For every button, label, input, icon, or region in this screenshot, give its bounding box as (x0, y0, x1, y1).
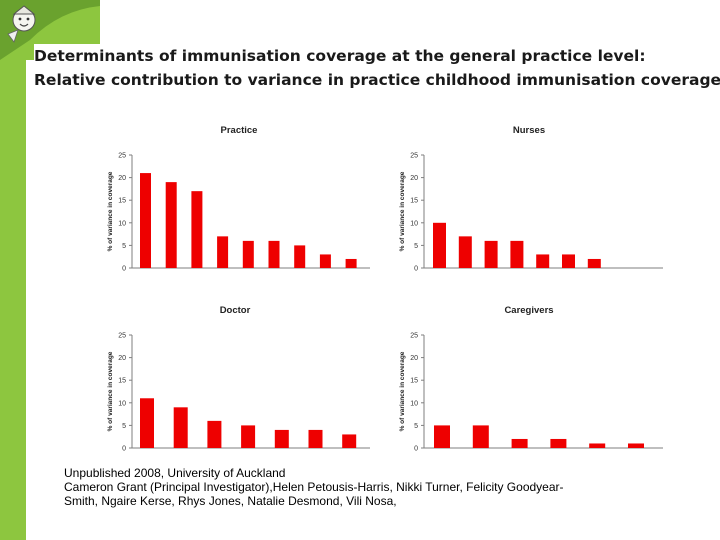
y-tick-label: 0 (122, 266, 126, 273)
y-tick-label: 15 (118, 378, 126, 385)
y-axis-label: % of variance in coverage (399, 351, 406, 431)
slide-title: Determinants of immunisation coverage at… (34, 44, 720, 106)
y-tick-label: 10 (118, 400, 126, 407)
bar (536, 254, 550, 268)
y-tick-label: 10 (410, 400, 418, 407)
chart-doctor: Doctor % of variance in coverage 0 5 10 15 20 2… (107, 305, 370, 453)
chart-title: Practice (221, 125, 258, 136)
bar (241, 425, 256, 448)
bar (207, 420, 222, 448)
bar (165, 182, 177, 268)
citation-block: Unpublished 2008, University of Auckland… (64, 466, 684, 508)
chart-title: Caregivers (504, 305, 553, 316)
bar (140, 398, 154, 448)
y-tick-label: 5 (414, 423, 418, 430)
bar (294, 245, 306, 268)
y-tick-label: 25 (410, 333, 418, 340)
bar (268, 240, 280, 268)
chart-nurses: Nurses % of variance in coverage 0 5 10 15 20 2… (399, 125, 663, 273)
y-tick-label: 0 (122, 446, 126, 453)
y-tick-label: 0 (414, 446, 418, 453)
y-tick-label: 25 (118, 333, 126, 340)
y-tick-label: 15 (118, 198, 126, 205)
y-tick-label: 5 (414, 243, 418, 250)
y-axis-label: % of variance in coverage (107, 351, 114, 431)
title-line-2: Relative contribution to variance in pra… (34, 71, 720, 89)
title-line-1: Determinants of immunisation coverage at… (34, 47, 646, 65)
citation-line-1: Unpublished 2008, University of Auckland (64, 466, 286, 480)
y-tick-label: 0 (414, 266, 418, 273)
bar (458, 236, 472, 268)
bar (434, 425, 450, 448)
y-tick-label: 10 (118, 220, 126, 227)
bar (433, 222, 446, 268)
y-tick-label: 20 (118, 355, 126, 362)
chart-caregivers: Caregivers % of variance in coverage 0 5 10 1… (399, 305, 663, 453)
bar (345, 258, 357, 268)
bar (242, 240, 254, 268)
bar (589, 443, 606, 448)
accent-sidebar (0, 0, 26, 540)
y-tick-label: 20 (118, 175, 126, 182)
chart-title: Nurses (513, 125, 545, 136)
bar (140, 173, 151, 268)
y-tick-label: 20 (410, 175, 418, 182)
y-axis-label: % of variance in coverage (399, 171, 406, 251)
bar (550, 438, 567, 448)
bar (274, 429, 289, 448)
bar (319, 254, 331, 268)
bar (628, 443, 644, 448)
chart-practice: Practice % of variance in coverage 0 5 10 15 2… (107, 125, 370, 273)
y-tick-label: 15 (410, 198, 418, 205)
bar (511, 438, 528, 448)
bar (587, 258, 601, 268)
y-tick-label: 5 (122, 243, 126, 250)
bar (308, 429, 323, 448)
bar (173, 407, 188, 448)
chart-title: Doctor (220, 305, 251, 316)
bar (217, 236, 229, 268)
y-tick-label: 15 (410, 378, 418, 385)
citation-line-2: Cameron Grant (Principal Investigator),H… (64, 480, 564, 494)
y-tick-label: 25 (410, 153, 418, 160)
y-tick-label: 10 (410, 220, 418, 227)
citation-line-3: Smith, Ngaire Kerse, Rhys Jones, Natalie… (64, 494, 397, 508)
bar (342, 434, 357, 448)
y-tick-label: 5 (122, 423, 126, 430)
bar (484, 240, 498, 268)
bar (191, 191, 203, 268)
y-tick-label: 25 (118, 153, 126, 160)
bar (472, 425, 489, 448)
y-tick-label: 20 (410, 355, 418, 362)
y-axis-label: % of variance in coverage (107, 171, 114, 251)
bar (510, 240, 524, 268)
bar (562, 254, 575, 268)
